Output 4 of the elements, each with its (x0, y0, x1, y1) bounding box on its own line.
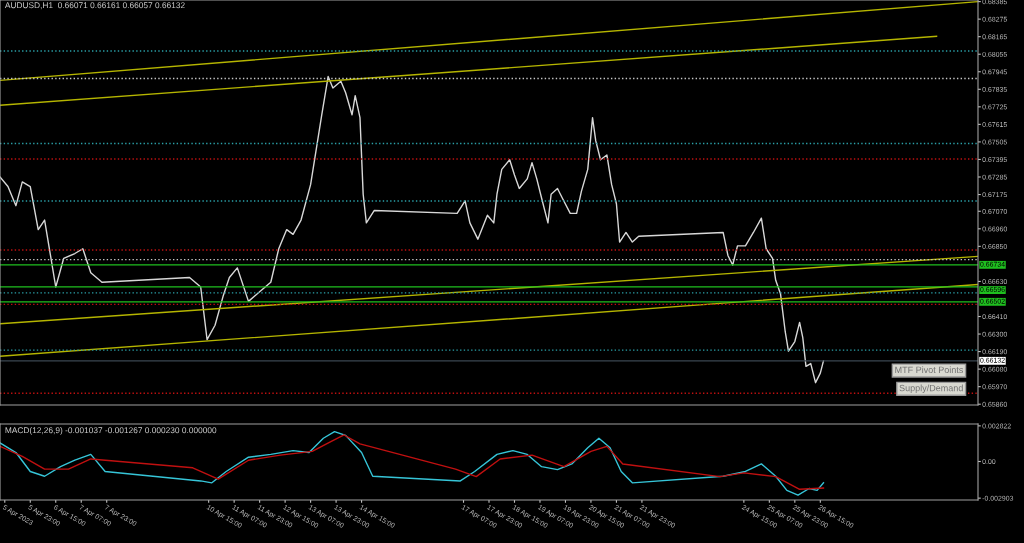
annotation: MTF Pivot Points (895, 366, 964, 373)
chart-title: AUDUSD,H1 0.66071 0.66161 0.66057 0.66132 (4, 2, 185, 10)
annotation: Supply/Demand (899, 384, 963, 394)
chart-title: MACD(12,26,9) -0.001037 -0.001267 0.000230 0.000000 (5, 427, 217, 435)
